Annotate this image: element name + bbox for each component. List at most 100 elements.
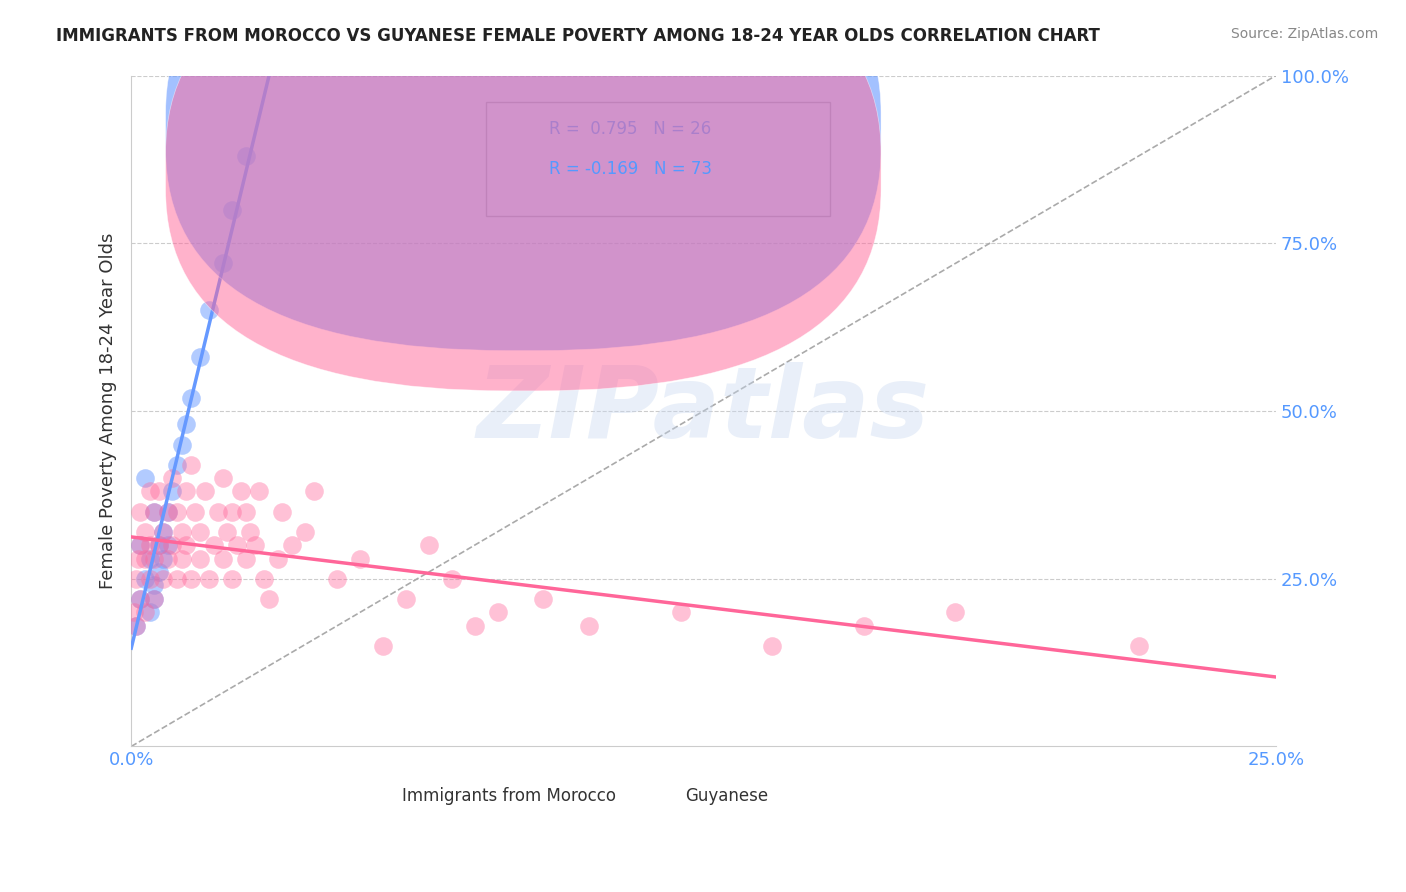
Point — [249, 484, 271, 499]
Point — [486, 605, 509, 619]
Point — [129, 591, 152, 606]
Point — [243, 538, 266, 552]
Point — [143, 591, 166, 606]
Point — [138, 572, 160, 586]
Point — [304, 484, 326, 499]
Point — [129, 538, 152, 552]
Point — [211, 471, 233, 485]
Point — [1128, 639, 1150, 653]
Text: R =  0.795   N = 26: R = 0.795 N = 26 — [550, 120, 711, 138]
Point — [761, 639, 783, 653]
Point — [235, 551, 257, 566]
Point — [257, 591, 280, 606]
Point — [326, 572, 349, 586]
Point — [267, 551, 290, 566]
Point — [198, 572, 221, 586]
Point — [211, 256, 233, 270]
Y-axis label: Female Poverty Among 18-24 Year Olds: Female Poverty Among 18-24 Year Olds — [100, 233, 117, 589]
Point — [225, 538, 247, 552]
Point — [129, 591, 152, 606]
Point — [188, 351, 211, 365]
Point — [156, 505, 179, 519]
Point — [253, 572, 276, 586]
Point — [349, 551, 371, 566]
Point — [440, 572, 463, 586]
Point — [134, 471, 156, 485]
Point — [188, 551, 211, 566]
Point — [231, 484, 253, 499]
Point — [180, 458, 202, 472]
Point — [148, 484, 170, 499]
Point — [395, 591, 418, 606]
Point — [143, 505, 166, 519]
FancyBboxPatch shape — [354, 770, 395, 800]
Point — [143, 551, 166, 566]
Text: Guyanese: Guyanese — [685, 787, 768, 805]
Point — [217, 524, 239, 539]
Point — [162, 538, 184, 552]
Point — [148, 565, 170, 579]
Point — [129, 538, 152, 552]
Point — [166, 505, 188, 519]
Point — [945, 605, 967, 619]
Point — [271, 505, 294, 519]
Point — [578, 618, 600, 632]
Point — [125, 618, 148, 632]
Point — [180, 391, 202, 405]
Point — [166, 458, 188, 472]
Point — [221, 202, 243, 217]
Point — [207, 505, 229, 519]
Point — [170, 524, 193, 539]
Point — [134, 605, 156, 619]
Point — [202, 538, 225, 552]
Point — [174, 484, 197, 499]
Point — [180, 572, 202, 586]
Point — [134, 572, 156, 586]
Point — [134, 551, 156, 566]
Point — [143, 591, 166, 606]
Point — [156, 551, 179, 566]
Point — [235, 505, 257, 519]
Point — [122, 605, 145, 619]
Point — [134, 524, 156, 539]
Point — [138, 538, 160, 552]
Point — [162, 484, 184, 499]
Point — [464, 618, 486, 632]
Point — [156, 538, 179, 552]
Text: Immigrants from Morocco: Immigrants from Morocco — [402, 787, 616, 805]
Point — [531, 591, 554, 606]
Text: ZIPatlas: ZIPatlas — [477, 362, 931, 459]
Point — [184, 505, 207, 519]
Text: IMMIGRANTS FROM MOROCCO VS GUYANESE FEMALE POVERTY AMONG 18-24 YEAR OLDS CORRELA: IMMIGRANTS FROM MOROCCO VS GUYANESE FEMA… — [56, 27, 1099, 45]
Point — [211, 551, 233, 566]
Point — [235, 149, 257, 163]
Point — [143, 578, 166, 592]
Point — [156, 505, 179, 519]
FancyBboxPatch shape — [578, 770, 617, 800]
Point — [188, 524, 211, 539]
Point — [143, 505, 166, 519]
Point — [221, 505, 243, 519]
Point — [294, 524, 316, 539]
Point — [170, 551, 193, 566]
Point — [170, 437, 193, 451]
Point — [138, 484, 160, 499]
Point — [669, 605, 692, 619]
Point — [148, 538, 170, 552]
Point — [174, 538, 197, 552]
Point — [148, 538, 170, 552]
Point — [129, 505, 152, 519]
Point — [221, 572, 243, 586]
FancyBboxPatch shape — [166, 0, 882, 391]
FancyBboxPatch shape — [166, 0, 882, 351]
Point — [152, 551, 174, 566]
Text: R = -0.169   N = 73: R = -0.169 N = 73 — [550, 161, 711, 178]
FancyBboxPatch shape — [486, 103, 830, 217]
Point — [138, 605, 160, 619]
Text: Source: ZipAtlas.com: Source: ZipAtlas.com — [1230, 27, 1378, 41]
Point — [127, 551, 149, 566]
Point — [162, 471, 184, 485]
Point — [152, 524, 174, 539]
Point — [125, 572, 148, 586]
Point — [371, 639, 394, 653]
